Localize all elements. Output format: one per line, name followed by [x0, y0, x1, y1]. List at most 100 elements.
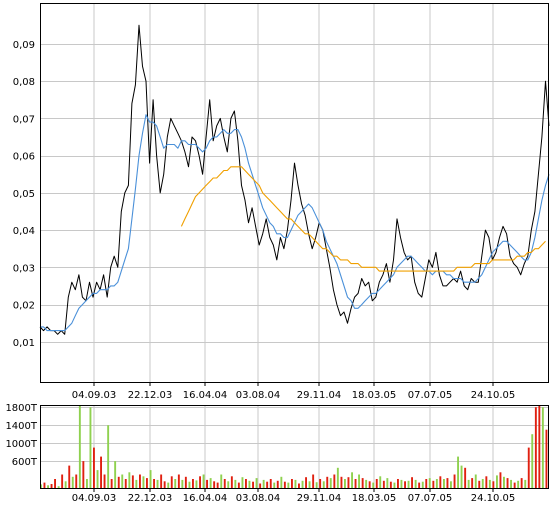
- volume-bar: [213, 481, 216, 488]
- volume-bar: [492, 481, 495, 488]
- volume-bar: [245, 479, 247, 488]
- volume-bar: [241, 477, 244, 488]
- volume-bar: [110, 479, 113, 488]
- volume-bar: [474, 474, 477, 488]
- volume-bar: [499, 472, 502, 488]
- volume-bar: [358, 474, 360, 488]
- price-y-tick-label: 0,03: [13, 263, 35, 274]
- volume-bar: [280, 476, 283, 488]
- volume-bar: [488, 479, 491, 488]
- volume-bar: [336, 467, 339, 488]
- price-y-tick-label: 0,02: [13, 301, 35, 312]
- volume-bar: [216, 482, 219, 488]
- volume-bar: [520, 478, 523, 488]
- volume-bar: [294, 479, 297, 488]
- price-y-tick-label: 0,09: [13, 40, 35, 51]
- volume-x-tick-labels: 04.09.03 22.12.03 16.04.04 03.08.04 29.11.04…: [72, 493, 516, 504]
- volume-bar: [421, 481, 424, 488]
- volume-bar: [446, 478, 449, 488]
- volume-bar: [117, 476, 120, 488]
- volume-plot-frame: [40, 405, 549, 489]
- volume-bar: [202, 474, 205, 488]
- long-average-line: [180, 166, 546, 272]
- volume-bar: [156, 479, 159, 488]
- volume-x-tick-label: 04.09.03: [72, 493, 117, 504]
- volume-bar: [68, 465, 71, 488]
- volume-x-tick-label: 16.04.04: [183, 493, 228, 504]
- volume-bar: [538, 405, 541, 488]
- volume-bar: [439, 476, 442, 488]
- price-x-tick-label: 18.03.05: [352, 390, 397, 401]
- volume-bar: [301, 480, 304, 488]
- volume-y-tick-label: 1800T: [5, 403, 37, 414]
- volume-bar: [305, 477, 307, 488]
- volume-bar: [478, 480, 481, 488]
- volume-bar: [255, 478, 258, 488]
- volume-bar: [227, 481, 230, 488]
- volume-bar: [389, 481, 392, 488]
- price-grid: [40, 3, 549, 382]
- price-x-tick-label: 07.07.05: [408, 390, 453, 401]
- volume-bar: [425, 479, 428, 488]
- price-y-tick-label: 0,08: [13, 77, 35, 88]
- volume-bar: [372, 482, 375, 488]
- volume-bar: [121, 474, 124, 488]
- price-y-tick-label: 0,04: [13, 226, 35, 237]
- volume-bar: [481, 479, 484, 488]
- volume-bar: [428, 478, 431, 488]
- volume-bar: [467, 479, 470, 488]
- volume-bar: [308, 481, 311, 488]
- volume-bar: [96, 470, 99, 488]
- volume-bar: [174, 479, 177, 488]
- volume-bar: [276, 480, 279, 488]
- volume-bar: [75, 474, 78, 488]
- volume-bar: [545, 429, 548, 488]
- volume-bar: [344, 479, 346, 488]
- volume-x-tick-label: 18.03.05: [352, 493, 397, 504]
- price-x-tick-label: 22.12.03: [128, 390, 173, 401]
- volume-bar: [220, 474, 223, 488]
- volume-bar: [453, 474, 456, 488]
- volume-bar: [496, 475, 498, 488]
- volume-bar: [287, 482, 290, 488]
- volume-bar: [435, 479, 438, 488]
- volume-bar: [315, 482, 318, 488]
- volume-x-tick-label: 24.10.05: [471, 493, 516, 504]
- volume-bar: [181, 479, 184, 488]
- volume-bar: [347, 477, 350, 488]
- volume-bar: [503, 476, 505, 488]
- volume-bar: [107, 425, 110, 488]
- volume-axes: [40, 405, 549, 492]
- volume-bar: [379, 476, 382, 488]
- volume-bar: [146, 478, 148, 488]
- volume-bar: [128, 472, 131, 488]
- volume-bar: [510, 479, 512, 488]
- volume-bar: [450, 481, 452, 488]
- volume-bar: [414, 479, 417, 488]
- volume-bar: [527, 447, 530, 488]
- volume-bar: [333, 474, 336, 488]
- volume-bar: [100, 456, 102, 488]
- volume-bar: [464, 467, 467, 488]
- volume-bar: [354, 479, 357, 488]
- volume-bar: [192, 479, 194, 488]
- volume-bar: [404, 481, 406, 488]
- volume-bar: [329, 478, 332, 488]
- volume-bar: [93, 447, 95, 488]
- volume-bar: [266, 481, 269, 488]
- volume-bar: [103, 474, 106, 488]
- volume-bar: [234, 479, 237, 488]
- price-x-tick-label: 29.11.04: [297, 390, 342, 401]
- volume-bar: [223, 479, 226, 488]
- volume-bar: [149, 470, 152, 488]
- volume-bar: [506, 478, 509, 488]
- volume-bar: [513, 482, 516, 488]
- volume-bar: [397, 479, 399, 488]
- volume-bar: [322, 481, 325, 488]
- volume-x-tick-label: 03.08.04: [236, 493, 281, 504]
- price-y-tick-label: 0,05: [13, 189, 35, 200]
- volume-y-tick-label: 1400T: [5, 421, 37, 432]
- price-x-tick-label: 16.04.04: [183, 390, 228, 401]
- volume-bar: [43, 482, 46, 488]
